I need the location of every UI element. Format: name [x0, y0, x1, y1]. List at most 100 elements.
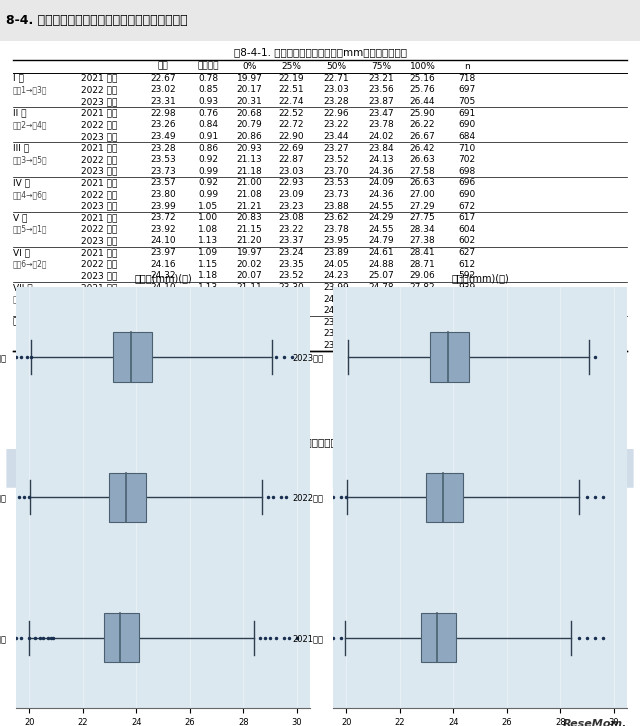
Text: 22.52: 22.52: [278, 109, 304, 118]
FancyBboxPatch shape: [6, 449, 307, 488]
Text: 23.80: 23.80: [150, 190, 176, 199]
Text: 28.41: 28.41: [410, 318, 435, 327]
Text: 702: 702: [459, 155, 476, 164]
Text: 27.29: 27.29: [410, 202, 435, 211]
Text: 22.93: 22.93: [278, 179, 304, 187]
Text: 1.19: 1.19: [198, 295, 218, 303]
Text: 25.16: 25.16: [410, 74, 435, 83]
Text: 697: 697: [459, 86, 476, 94]
Text: 20.83: 20.83: [237, 213, 262, 222]
Text: 22.19: 22.19: [278, 74, 304, 83]
Text: 0.78: 0.78: [198, 74, 218, 83]
Text: 23.02: 23.02: [150, 86, 176, 94]
Text: VI 群: VI 群: [13, 248, 30, 257]
Text: 26.22: 26.22: [410, 121, 435, 129]
Text: 23.28: 23.28: [150, 144, 176, 152]
Text: 2021 年度: 2021 年度: [81, 144, 117, 152]
Text: 1.11: 1.11: [198, 330, 218, 338]
Text: 23.53: 23.53: [323, 179, 349, 187]
Text: 2023 年度: 2023 年度: [81, 167, 117, 176]
Text: 23.57: 23.57: [150, 179, 176, 187]
Text: 2021 年度: 2021 年度: [81, 248, 117, 257]
Text: 24.61: 24.61: [368, 248, 394, 257]
Text: 23.48: 23.48: [150, 318, 176, 327]
Text: ReseMom.: ReseMom.: [563, 719, 627, 726]
Text: 24.32: 24.32: [150, 272, 176, 280]
Text: 23.56: 23.56: [368, 86, 394, 94]
Text: 2023 年度: 2023 年度: [81, 237, 117, 245]
Text: 617: 617: [459, 213, 476, 222]
Text: 25.05: 25.05: [368, 295, 394, 303]
Text: 4930: 4930: [456, 330, 479, 338]
Text: 23.52: 23.52: [323, 155, 349, 164]
Text: 23.78: 23.78: [368, 121, 394, 129]
Text: VII 群: VII 群: [13, 283, 33, 292]
FancyBboxPatch shape: [109, 473, 146, 522]
Text: 24.43: 24.43: [150, 306, 176, 315]
Text: 27.82: 27.82: [410, 283, 435, 292]
Text: 2022 年度: 2022 年度: [81, 121, 117, 129]
Text: 1.08: 1.08: [198, 225, 218, 234]
Text: 28.24: 28.24: [410, 306, 435, 315]
Text: 23.73: 23.73: [323, 190, 349, 199]
Text: 19.97: 19.97: [237, 74, 262, 83]
Text: 24.23: 24.23: [323, 272, 349, 280]
Text: 28.41: 28.41: [410, 248, 435, 257]
Text: 691: 691: [459, 109, 476, 118]
Text: 23.45: 23.45: [278, 295, 304, 303]
Text: 24.79: 24.79: [368, 237, 394, 245]
Text: 1.15: 1.15: [198, 260, 218, 269]
Text: 889: 889: [459, 306, 476, 315]
Text: （中1→中3）: （中1→中3）: [13, 295, 47, 303]
Text: 左眼: 左眼: [149, 462, 164, 475]
Text: 20.07: 20.07: [237, 341, 262, 350]
Text: 20.31: 20.31: [237, 97, 262, 106]
Text: 27.38: 27.38: [410, 237, 435, 245]
FancyBboxPatch shape: [333, 449, 634, 488]
Text: 690: 690: [459, 121, 476, 129]
Text: 8-4. 光学式眼内寸法測定装置の測定値の経年変化: 8-4. 光学式眼内寸法測定装置の測定値の経年変化: [6, 14, 188, 27]
Text: II 群: II 群: [13, 109, 26, 118]
Text: 50%: 50%: [326, 62, 346, 70]
Text: 22.98: 22.98: [150, 109, 176, 118]
Text: 24.29: 24.29: [368, 213, 394, 222]
Text: 24.30: 24.30: [150, 295, 176, 303]
Text: 23.03: 23.03: [278, 167, 304, 176]
Text: 22.98: 22.98: [278, 330, 304, 338]
Text: 21.13: 21.13: [237, 155, 262, 164]
Text: 890: 890: [459, 295, 476, 303]
Text: 20.93: 20.93: [237, 144, 262, 152]
Text: 21.35: 21.35: [237, 306, 262, 315]
Text: 1.18: 1.18: [198, 272, 218, 280]
Text: 602: 602: [459, 237, 476, 245]
Text: 20.02: 20.02: [237, 260, 262, 269]
Text: （小2→小4）: （小2→小4）: [13, 121, 47, 129]
Text: 23.24: 23.24: [278, 248, 304, 257]
Text: 23.22: 23.22: [278, 225, 304, 234]
Text: 23.53: 23.53: [150, 155, 176, 164]
Text: 2022 年度: 2022 年度: [81, 225, 117, 234]
Text: 23.13: 23.13: [278, 341, 304, 350]
Text: 1.23: 1.23: [198, 306, 218, 315]
Text: 23.47: 23.47: [368, 109, 394, 118]
Text: 2022 年度: 2022 年度: [81, 86, 117, 94]
Text: （小1→小3）: （小1→小3）: [13, 86, 47, 94]
Text: I 群: I 群: [13, 74, 24, 83]
Text: 24.16: 24.16: [150, 260, 176, 269]
Text: 24.36: 24.36: [368, 330, 394, 338]
Text: 22.87: 22.87: [278, 155, 304, 164]
Text: 右眼: 右眼: [476, 462, 491, 475]
Text: 23.49: 23.49: [150, 132, 176, 141]
Text: 23.26: 23.26: [150, 121, 176, 129]
Text: 23.89: 23.89: [323, 248, 349, 257]
Text: 26.63: 26.63: [410, 155, 435, 164]
Text: 20.68: 20.68: [237, 109, 262, 118]
Text: 75%: 75%: [371, 62, 391, 70]
Text: 23.73: 23.73: [150, 167, 176, 176]
FancyBboxPatch shape: [420, 613, 456, 662]
Text: 1.07: 1.07: [198, 318, 218, 327]
Text: 2023 年度: 2023 年度: [81, 97, 117, 106]
Text: 22.74: 22.74: [278, 97, 304, 106]
Text: 22.72: 22.72: [278, 121, 304, 129]
Text: 23.28: 23.28: [323, 97, 349, 106]
